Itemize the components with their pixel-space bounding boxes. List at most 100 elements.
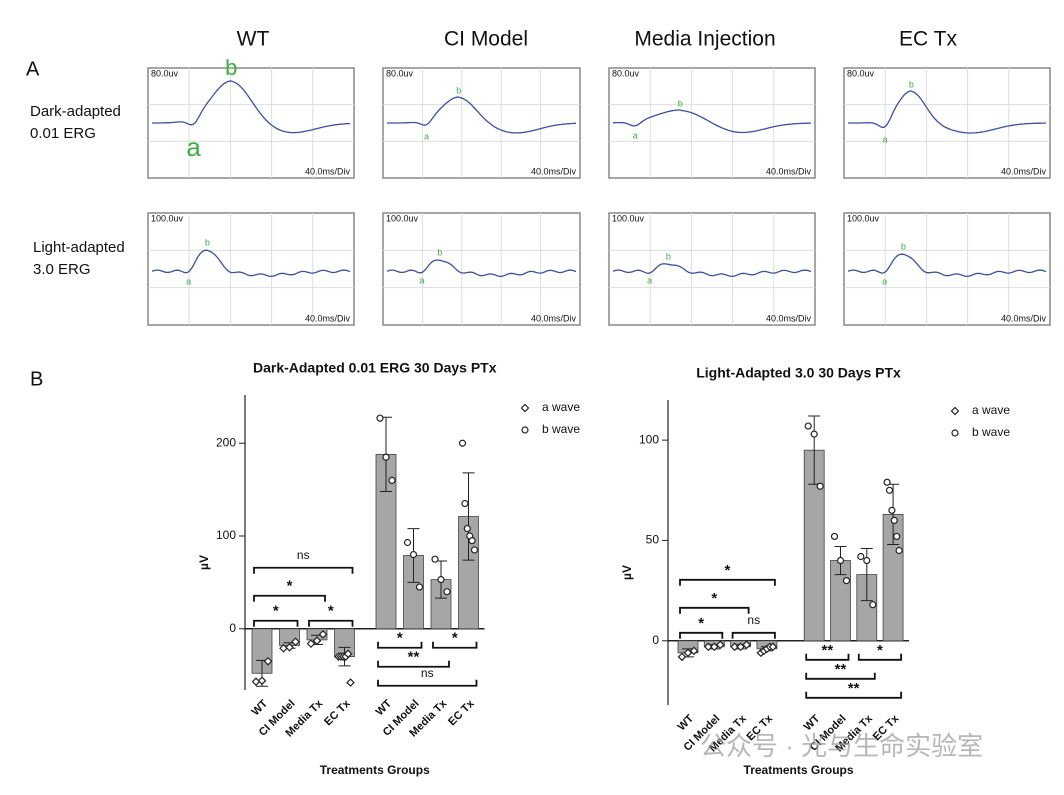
significance-label: * [273, 603, 279, 620]
data-point [437, 576, 445, 584]
significance-bracket [679, 578, 776, 586]
trace [152, 80, 351, 134]
wave-label: b [666, 252, 671, 262]
wave-label: a [633, 130, 638, 140]
data-point [715, 640, 725, 650]
wave-label: a [186, 277, 191, 287]
significance-bracket [308, 619, 354, 627]
amplitude-label: 100.0uv [612, 213, 645, 223]
trace [612, 109, 812, 134]
significance-label: * [328, 603, 334, 620]
amplitude-label: 80.0uv [386, 68, 414, 78]
data-point [263, 656, 273, 666]
significance-bracket [857, 653, 902, 661]
significance-label: ns [747, 613, 760, 627]
trace [151, 249, 351, 278]
amplitude-label: 80.0uv [847, 68, 875, 78]
data-point [343, 649, 353, 659]
data-point [443, 588, 451, 596]
significance-label: ** [835, 661, 847, 678]
trace-box [843, 67, 1051, 179]
data-point [857, 552, 865, 561]
wave-label: b [456, 85, 461, 95]
panel-label: A [26, 58, 40, 80]
significance-label: * [711, 590, 717, 607]
x-tick-label: WT [676, 712, 697, 733]
significance-label: * [287, 578, 293, 595]
y-axis-label: µV [197, 555, 211, 570]
legend-entry: b wave [951, 425, 1010, 439]
y-tick-label: 200 [216, 435, 236, 449]
legend-entry: a wave [950, 403, 1010, 417]
data-point [257, 676, 267, 686]
timebase-label: 40.0ms/Div [531, 313, 577, 323]
data-point [683, 648, 693, 658]
legend-label: b wave [972, 425, 1010, 439]
amplitude-label: 100.0uv [151, 213, 184, 223]
trace-box [382, 212, 581, 326]
timebase-label: 40.0ms/Div [766, 166, 812, 176]
wave-label: b [901, 242, 906, 252]
data-point [736, 642, 745, 652]
x-tick-label: WT [250, 697, 271, 718]
y-tick-label: 50 [646, 533, 660, 547]
data-point [415, 583, 424, 591]
row-label: Light-adapted [33, 239, 125, 256]
y-tick-label: 0 [229, 621, 236, 635]
significance-bracket [731, 631, 776, 639]
x-axis-label: Treatments Groups [744, 763, 854, 777]
x-axis-label: Treatments Groups [320, 763, 430, 777]
data-point [951, 429, 959, 437]
data-point [689, 646, 699, 656]
significance-bracket [253, 594, 326, 602]
significance-bracket [377, 679, 478, 687]
data-point [810, 430, 818, 438]
wave-label: a [647, 276, 652, 286]
significance-bracket [253, 566, 354, 574]
significance-label: * [698, 615, 704, 632]
trace-box [147, 212, 355, 326]
trace-box [147, 67, 355, 179]
legend-label: b wave [542, 422, 580, 436]
amplitude-label: 100.0uv [386, 213, 419, 223]
legend-label: a wave [542, 400, 580, 414]
data-point [520, 403, 530, 413]
trace-box [608, 212, 816, 326]
data-point [403, 538, 412, 547]
timebase-label: 40.0ms/Div [1001, 313, 1047, 323]
timebase-label: 40.0ms/Div [766, 313, 812, 323]
data-point [804, 422, 812, 430]
data-point [950, 406, 960, 416]
legend-label: a wave [972, 403, 1010, 417]
data-point [842, 576, 851, 585]
data-point [890, 516, 898, 524]
watermark: 公众号 · 光与生命实验室 [700, 731, 983, 761]
wave-label: b [678, 98, 683, 108]
significance-bracket [805, 691, 902, 699]
wave-label: a [419, 276, 424, 286]
trace-box [843, 212, 1051, 326]
wave-label: b [225, 55, 237, 80]
timebase-label: 40.0ms/Div [531, 166, 577, 176]
x-tick-label: EC Tx [322, 697, 353, 728]
data-point [709, 642, 719, 652]
significance-bracket [679, 631, 724, 639]
data-point [883, 478, 891, 486]
row-label: 0.01 ERG [30, 125, 96, 142]
data-point [291, 637, 300, 647]
data-point [346, 678, 355, 687]
data-point [318, 629, 328, 639]
significance-label: ns [297, 548, 310, 562]
data-point [895, 546, 903, 555]
column-header: WT [237, 28, 270, 51]
y-tick-label: 0 [652, 633, 659, 647]
significance-bracket [805, 653, 850, 661]
data-point [463, 524, 471, 533]
significance-label: * [397, 630, 403, 647]
significance-label: ** [408, 649, 420, 666]
wave-label: b [437, 248, 442, 258]
significance-bracket [377, 660, 450, 668]
data-point [409, 550, 418, 559]
y-axis-label: µV [620, 565, 634, 580]
